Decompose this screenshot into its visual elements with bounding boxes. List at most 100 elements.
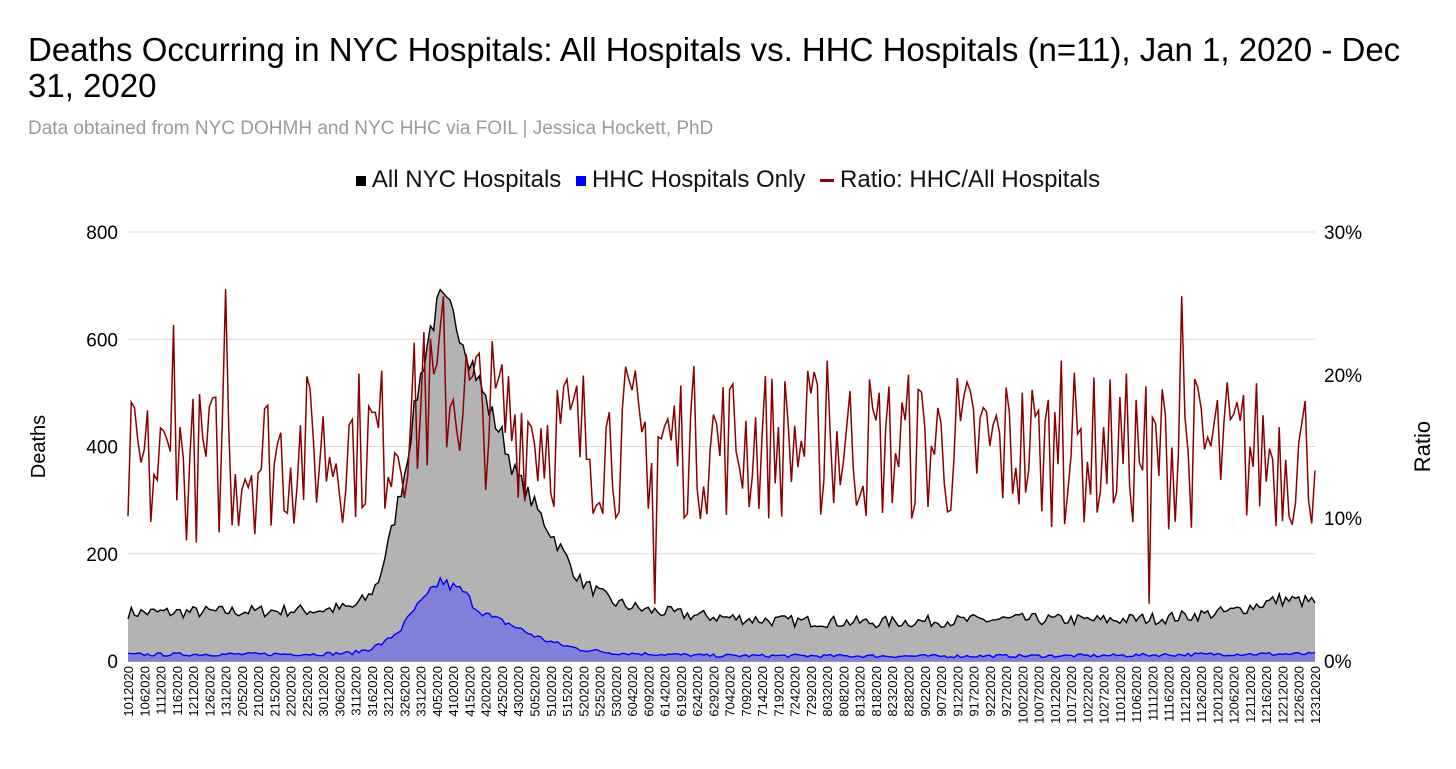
x-tick-label: 4152020 xyxy=(462,666,477,717)
x-tick-label: 7292020 xyxy=(804,666,819,717)
x-tick-label: 4202020 xyxy=(479,666,494,717)
x-tick-label: 1062020 xyxy=(137,666,152,717)
x-tick-label: 3012020 xyxy=(316,666,331,717)
legend-label: All NYC Hospitals xyxy=(371,166,562,193)
x-tick-label: 7092020 xyxy=(739,666,754,717)
y-tick-label: 400 xyxy=(86,438,118,459)
x-tick-label: 9272020 xyxy=(999,666,1014,717)
x-tick-label: 6192020 xyxy=(674,666,689,717)
legend-label: HHC Hospitals Only xyxy=(591,166,806,193)
y2-tick-label: 0% xyxy=(1324,652,1352,673)
x-tick-label: 12312020 xyxy=(1308,666,1323,724)
legend-label: Ratio: HHC/All Hospitals xyxy=(840,166,1101,193)
x-tick-label: 9122020 xyxy=(950,666,965,717)
x-tick-label: 3062020 xyxy=(332,666,347,717)
x-tick-label: 3162020 xyxy=(365,666,380,717)
x-tick-label: 4052020 xyxy=(430,666,445,717)
y2-tick-label: 30% xyxy=(1324,223,1362,244)
x-tick-label: 1212020 xyxy=(186,666,201,717)
x-tick-label: 5302020 xyxy=(609,666,624,717)
x-tick-label: 7192020 xyxy=(771,666,786,717)
legend-item-hhc-hospitals[interactable]: HHC Hospitals Only xyxy=(575,166,806,194)
x-tick-label: 10222020 xyxy=(1080,666,1095,724)
x-tick-label: 9222020 xyxy=(983,666,998,717)
x-tick-label: 2052020 xyxy=(235,666,250,717)
x-tick-label: 11162020 xyxy=(1162,666,1177,722)
x-tick-label: 12262020 xyxy=(1292,666,1307,724)
chart-subtitle: Data obtained from NYC DOHMH and NYC HHC… xyxy=(28,118,714,139)
y2-axis-title: Ratio xyxy=(1410,421,1435,472)
x-tick-label: 6092020 xyxy=(641,666,656,717)
x-tick-label: 8132020 xyxy=(853,666,868,717)
x-tick-label: 9022020 xyxy=(918,666,933,717)
x-tick-label: 6292020 xyxy=(706,666,721,717)
x-tick-label: 6142020 xyxy=(658,666,673,717)
x-tick-label: 1012020 xyxy=(121,666,136,717)
legend-swatch-black xyxy=(355,175,366,186)
y2-tick-label: 10% xyxy=(1324,509,1362,530)
x-tick-label: 4252020 xyxy=(495,666,510,717)
series-all-hospitals-area xyxy=(128,289,1315,661)
x-tick-label: 1312020 xyxy=(219,666,234,717)
y-tick-label: 600 xyxy=(86,330,118,351)
x-tick-label: 1112020 xyxy=(154,666,169,715)
x-tick-label: 3112020 xyxy=(349,666,364,716)
legend-item-ratio[interactable]: Ratio: HHC/All Hospitals xyxy=(820,166,1100,194)
x-tick-label: 6242020 xyxy=(690,666,705,717)
legend: All NYC Hospitals HHC Hospitals Only Rat… xyxy=(0,166,1456,194)
x-tick-label: 5152020 xyxy=(560,666,575,717)
x-tick-label: 3262020 xyxy=(397,666,412,717)
x-tick-label: 8232020 xyxy=(885,666,900,717)
x-tick-label: 4302020 xyxy=(511,666,526,717)
y-tick-label: 200 xyxy=(86,545,118,566)
series-hhc-hospitals-line xyxy=(127,576,1316,659)
x-tick-label: 12212020 xyxy=(1275,666,1290,724)
y-tick-label: 0 xyxy=(107,652,118,673)
x-tick-label: 7142020 xyxy=(755,666,770,717)
x-tick-label: 6042020 xyxy=(625,666,640,717)
series-hhc-hospitals-area xyxy=(128,577,1315,661)
x-tick-label: 2152020 xyxy=(267,666,282,717)
x-tick-label: 2202020 xyxy=(284,666,299,717)
x-tick-label: 4102020 xyxy=(446,666,461,717)
x-tick-label: 11012020 xyxy=(1113,666,1128,723)
x-tick-label: 3212020 xyxy=(381,666,396,717)
x-tick-label: 12162020 xyxy=(1259,666,1274,724)
x-tick-label: 10172020 xyxy=(1064,666,1079,724)
x-tick-label: 12062020 xyxy=(1227,666,1242,724)
legend-swatch-blue xyxy=(575,175,586,186)
x-tick-label: 12012020 xyxy=(1210,666,1225,724)
x-tick-label: 10022020 xyxy=(1015,666,1030,724)
x-tick-label: 10272020 xyxy=(1097,666,1112,724)
x-tick-label: 11112020 xyxy=(1145,666,1160,721)
x-tick-label: 9172020 xyxy=(967,666,982,717)
x-tick-label: 1262020 xyxy=(202,666,217,717)
x-tick-label: 11212020 xyxy=(1178,666,1193,723)
chart-title: Deaths Occurring in NYC Hospitals: All H… xyxy=(28,31,1401,104)
x-tick-label: 5252020 xyxy=(593,666,608,717)
x-tick-label: 10072020 xyxy=(1032,666,1047,724)
series-all-hospitals-line xyxy=(127,288,1316,630)
x-tick-label: 5102020 xyxy=(544,666,559,717)
x-tick-label: 11062020 xyxy=(1129,666,1144,723)
legend-swatch-red xyxy=(820,179,835,183)
y-axis-title: Deaths xyxy=(28,415,50,478)
x-tick-label: 7242020 xyxy=(788,666,803,717)
x-tick-label: 8182020 xyxy=(869,666,884,717)
legend-item-all-hospitals[interactable]: All NYC Hospitals xyxy=(355,166,562,194)
series-ratio-line xyxy=(127,289,1316,604)
x-tick-label: 11262020 xyxy=(1194,666,1209,723)
x-tick-label: 7042020 xyxy=(723,666,738,717)
x-tick-label: 8032020 xyxy=(820,666,835,717)
x-tick-label: 2252020 xyxy=(300,666,315,717)
x-tick-label: 10122020 xyxy=(1048,666,1063,724)
x-tick-label: 3312020 xyxy=(414,666,429,717)
x-tick-label: 5052020 xyxy=(528,666,543,717)
x-tick-label: 12112020 xyxy=(1243,666,1258,723)
x-tick-label: 2102020 xyxy=(251,666,266,717)
x-tick-label: 8082020 xyxy=(836,666,851,717)
y2-tick-label: 20% xyxy=(1324,366,1362,387)
y-tick-label: 800 xyxy=(86,223,118,244)
